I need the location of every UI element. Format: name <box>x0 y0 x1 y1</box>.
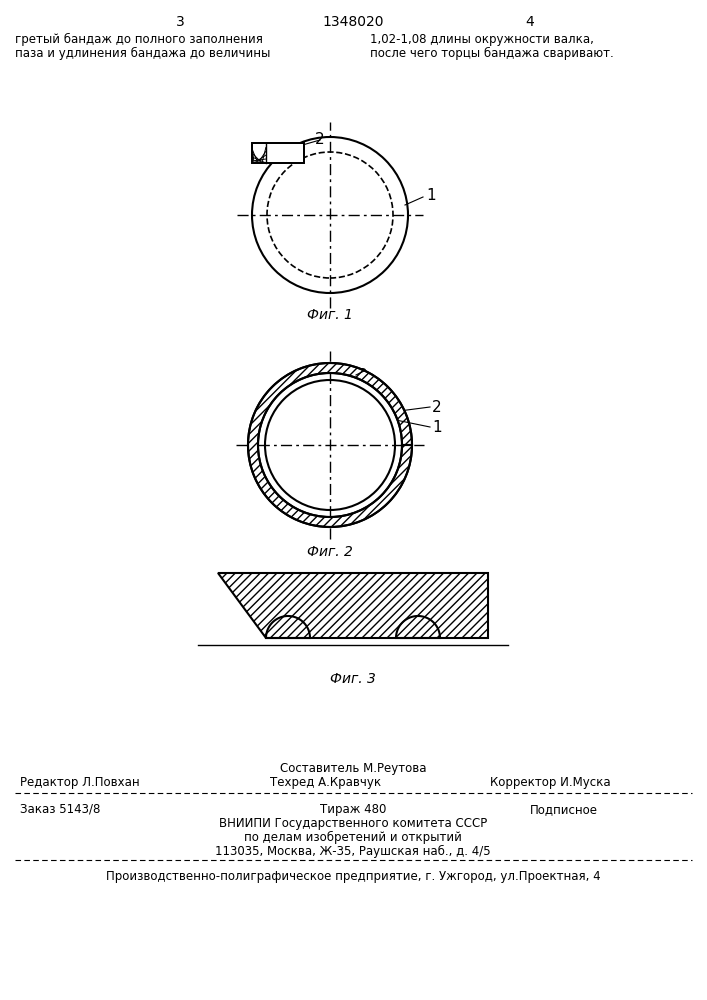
Text: Подписное: Подписное <box>530 803 598 816</box>
Bar <box>252 143 304 163</box>
Text: 1348020: 1348020 <box>322 15 384 29</box>
Text: Фиг. 3: Фиг. 3 <box>330 672 376 686</box>
Text: 3: 3 <box>175 15 185 29</box>
Text: 1: 1 <box>426 188 436 202</box>
Polygon shape <box>218 573 488 638</box>
Text: Техред А.Кравчук: Техред А.Кравчук <box>270 776 381 789</box>
Text: Корректор И.Муска: Корректор И.Муска <box>490 776 611 789</box>
Text: Редактор Л.Повхан: Редактор Л.Повхан <box>20 776 139 789</box>
Text: Фиг. 1: Фиг. 1 <box>307 308 353 322</box>
Polygon shape <box>248 363 412 527</box>
Text: Тираж 480: Тираж 480 <box>320 803 386 816</box>
Text: 2: 2 <box>432 400 442 415</box>
Text: Фиг. 2: Фиг. 2 <box>307 545 353 559</box>
Text: после чего торцы бандажа сваривают.: после чего торцы бандажа сваривают. <box>370 47 614 60</box>
Text: Составитель М.Реутова: Составитель М.Реутова <box>280 762 426 775</box>
Text: по делам изобретений и открытий: по делам изобретений и открытий <box>244 831 462 844</box>
Text: ВНИИПИ Государственного комитета СССР: ВНИИПИ Государственного комитета СССР <box>219 817 487 830</box>
Bar <box>252 143 304 163</box>
Text: 1,02-1,08 длины окружности валка,: 1,02-1,08 длины окружности валка, <box>370 33 594 46</box>
Text: 4: 4 <box>525 15 534 29</box>
Text: 113035, Москва, Ж-35, Раушская наб., д. 4/5: 113035, Москва, Ж-35, Раушская наб., д. … <box>215 845 491 858</box>
Text: Заказ 5143/8: Заказ 5143/8 <box>20 803 100 816</box>
Text: 3: 3 <box>358 368 368 383</box>
Text: гретый бандаж до полного заполнения: гретый бандаж до полного заполнения <box>15 33 263 46</box>
Text: паза и удлинения бандажа до величины: паза и удлинения бандажа до величины <box>15 47 270 60</box>
Text: 2: 2 <box>315 132 325 147</box>
Text: 1: 1 <box>432 420 442 435</box>
Text: Производственно-полиграфическое предприятие, г. Ужгород, ул.Проектная, 4: Производственно-полиграфическое предприя… <box>105 870 600 883</box>
